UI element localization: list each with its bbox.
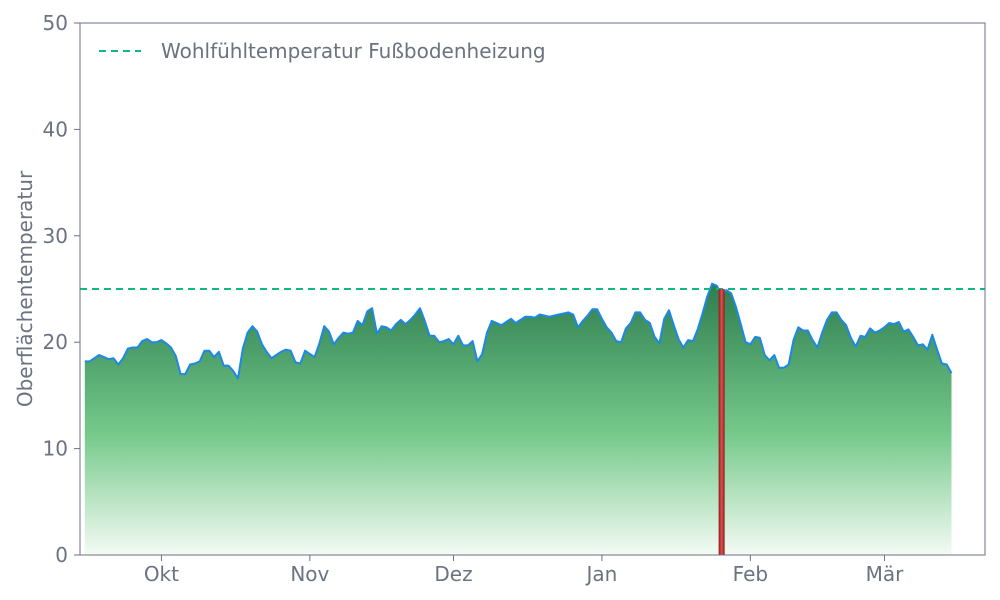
y-tick-label: 0 <box>55 543 68 567</box>
x-tick-label: Nov <box>290 562 329 586</box>
temperature-area <box>84 283 952 555</box>
x-tick-label: Mär <box>866 562 905 586</box>
y-tick-label: 10 <box>43 437 68 461</box>
y-tick-label: 20 <box>43 330 68 354</box>
plot-frame <box>79 22 986 556</box>
y-axis-title: Oberflächentemperatur <box>13 170 37 407</box>
y-axis: 0 10 20 30 40 50 <box>43 11 80 567</box>
y-tick-label: 40 <box>43 117 68 141</box>
y-tick-label: 50 <box>43 11 68 35</box>
temperature-line <box>84 282 953 380</box>
legend-label: Wohlfühltemperatur Fußbodenheizung <box>161 39 546 63</box>
x-tick-label: Dez <box>434 562 472 586</box>
y-tick-label: 30 <box>43 224 68 248</box>
x-axis: Okt Nov Dez Jan Feb Mär <box>144 555 904 586</box>
x-tick-label: Okt <box>144 562 179 586</box>
legend: Wohlfühltemperatur Fußbodenheizung <box>99 39 546 63</box>
x-tick-label: Jan <box>585 562 618 586</box>
highlight-bar <box>718 289 725 555</box>
x-tick-label: Feb <box>733 562 768 586</box>
